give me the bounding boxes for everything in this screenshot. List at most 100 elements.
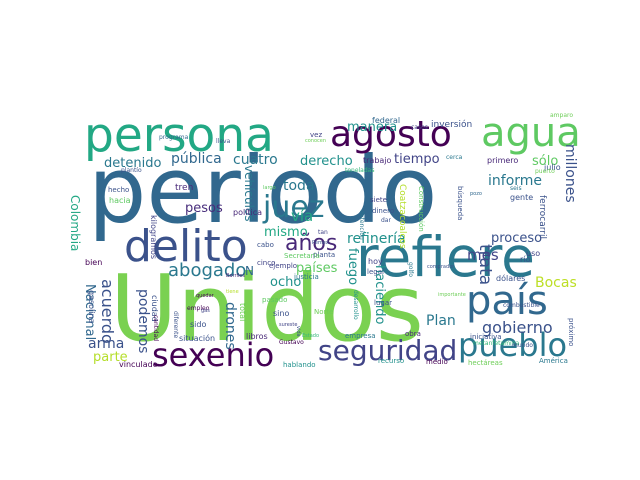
word-24: manera bbox=[347, 120, 397, 135]
word-5: agua bbox=[481, 110, 581, 156]
word-3: refiere bbox=[356, 225, 535, 289]
word-68: Coatzacoalcos bbox=[397, 184, 407, 249]
word-90: empleo bbox=[187, 305, 210, 312]
word-49: amparo bbox=[550, 112, 573, 119]
word-9: seguridad bbox=[318, 334, 457, 367]
word-60: hecho bbox=[108, 186, 129, 194]
word-111: vinculado bbox=[119, 360, 158, 369]
word-66: siete bbox=[370, 196, 387, 204]
word-10: pueblo bbox=[458, 326, 567, 364]
word-69: Construcción bbox=[417, 186, 425, 232]
word-71: ferrocarril bbox=[537, 195, 547, 239]
word-103: situación bbox=[179, 333, 215, 343]
word-110: mundo bbox=[512, 342, 533, 349]
word-56: primero bbox=[487, 156, 518, 165]
word-63: tren bbox=[175, 183, 193, 193]
word-1: Unidos bbox=[110, 255, 424, 362]
word-70: búsqueda bbox=[456, 186, 464, 220]
word-58: trabajo bbox=[363, 156, 392, 165]
word-53: casos bbox=[411, 124, 428, 131]
word-124: dar bbox=[381, 217, 391, 224]
word-13: abogado bbox=[168, 260, 246, 281]
word-32: países bbox=[296, 261, 338, 276]
word-84: uso bbox=[526, 249, 540, 258]
word-109: metanfetamina bbox=[473, 340, 520, 347]
word-25: pesos bbox=[185, 201, 223, 216]
word-59: puerto bbox=[535, 168, 555, 175]
word-47: inversión bbox=[431, 119, 472, 130]
word-93: Barriles bbox=[226, 273, 245, 279]
word-130: Estado bbox=[302, 333, 319, 339]
word-55: cerca bbox=[446, 154, 463, 161]
word-72: seis bbox=[510, 185, 522, 192]
word-34: haciendo bbox=[372, 265, 387, 324]
word-74: hoy bbox=[368, 257, 383, 266]
word-11: juez bbox=[262, 190, 325, 225]
word-64: kilogramos bbox=[149, 215, 158, 259]
word-48: federal bbox=[372, 116, 400, 125]
word-7: país bbox=[466, 278, 548, 324]
word-45: ocho bbox=[270, 275, 301, 290]
word-6: delito bbox=[124, 221, 248, 272]
word-81: legal bbox=[367, 268, 384, 276]
word-79: Secretaría bbox=[284, 252, 320, 260]
word-40: parte bbox=[93, 350, 128, 365]
word-28: mismo bbox=[264, 225, 308, 240]
word-0: periodo bbox=[88, 137, 437, 244]
word-16: informe bbox=[488, 173, 542, 189]
word-87: gasolina bbox=[87, 290, 96, 324]
word-38: drones bbox=[222, 302, 238, 350]
word-123: detención bbox=[358, 210, 365, 240]
word-122: Pemex bbox=[312, 240, 329, 246]
word-129: vida bbox=[295, 326, 301, 337]
word-112: hablando bbox=[283, 361, 316, 369]
word-108: iniciativa bbox=[470, 333, 502, 341]
word-85: río bbox=[520, 255, 531, 264]
word-22: sólo bbox=[532, 154, 558, 169]
word-65: política bbox=[233, 208, 262, 217]
word-35: Bocas bbox=[535, 275, 577, 291]
word-94: pasado bbox=[262, 296, 287, 304]
word-100: importante bbox=[438, 292, 466, 298]
word-17: detenido bbox=[104, 156, 161, 171]
word-50: vez bbox=[310, 131, 322, 139]
word-88: ciudad bbox=[150, 295, 159, 322]
word-116: América bbox=[539, 357, 568, 365]
word-106: empresa bbox=[345, 332, 376, 340]
word-41: Plan bbox=[426, 313, 456, 329]
word-14: gobierno bbox=[482, 318, 553, 337]
word-8: sexenio bbox=[152, 336, 274, 374]
word-30: proceso bbox=[491, 231, 542, 246]
word-23: millones bbox=[562, 144, 578, 203]
word-92: diferente bbox=[172, 311, 179, 338]
word-125: largo bbox=[263, 185, 276, 191]
word-83: dólares bbox=[496, 273, 525, 283]
word-95: total bbox=[238, 303, 247, 321]
word-31: mes bbox=[467, 246, 499, 264]
word-86: bien bbox=[85, 258, 102, 267]
word-91: quedar bbox=[196, 293, 215, 299]
word-52: lleva bbox=[216, 138, 231, 145]
word-107: obra bbox=[405, 330, 421, 338]
word-105: Gustavo bbox=[279, 339, 304, 346]
word-54: toneladas bbox=[345, 167, 374, 174]
word-119: gas bbox=[201, 308, 210, 314]
word-128: tiene bbox=[226, 289, 239, 295]
word-127: comprador bbox=[427, 264, 455, 270]
word-51: programa bbox=[159, 134, 189, 141]
word-76: planta bbox=[313, 251, 335, 259]
word-36: acuerdo bbox=[98, 279, 117, 344]
word-26: vía bbox=[291, 207, 313, 225]
word-43: Colombia bbox=[68, 195, 82, 251]
word-4: agosto bbox=[330, 114, 452, 155]
word-89: cantidad bbox=[152, 315, 159, 341]
word-75: cabo bbox=[257, 241, 274, 249]
word-44: vehículos bbox=[242, 165, 256, 222]
word-99: lugar bbox=[374, 299, 392, 307]
word-73: gente bbox=[510, 193, 533, 202]
word-114: medio bbox=[426, 358, 448, 366]
word-102: próximo bbox=[567, 318, 575, 346]
word-37: podemos bbox=[135, 289, 151, 353]
word-21: tiempo bbox=[394, 152, 440, 167]
word-20: derecho bbox=[300, 154, 353, 169]
